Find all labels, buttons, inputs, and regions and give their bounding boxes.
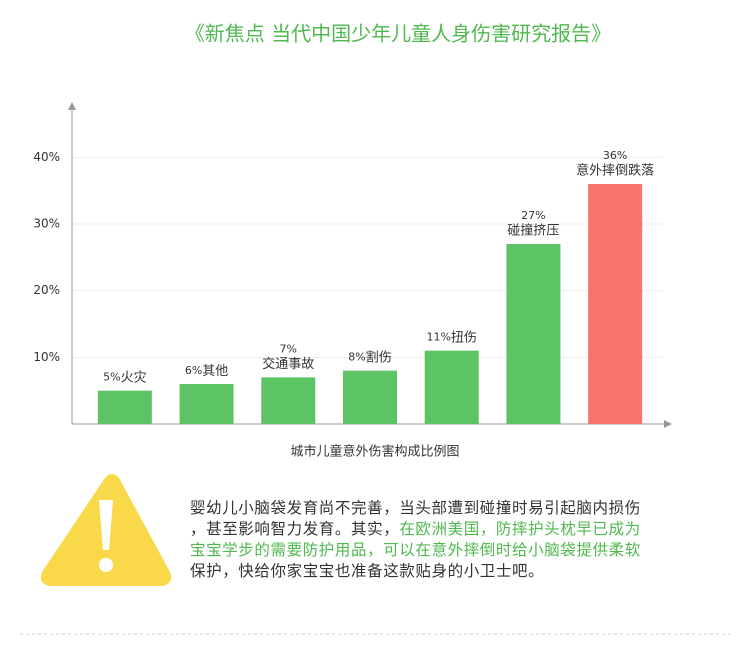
value-label: 7%: [280, 342, 297, 355]
y-tick-label: 20%: [33, 283, 60, 297]
bar-label: 5%火灾: [103, 369, 146, 385]
value-label: 6%: [185, 364, 202, 377]
bar: [97, 390, 152, 424]
category-label: 碰撞挤压: [507, 224, 559, 239]
y-tick-label: 30%: [33, 217, 60, 231]
category-label: 割伤: [366, 349, 392, 365]
value-label: 27%: [521, 209, 545, 222]
notice-text: 婴幼儿小脑袋发育尚不完善，当头部遭到碰撞时易引起脑内损伤: [190, 499, 641, 517]
category-label: 意外摔倒跌落: [576, 163, 654, 179]
value-label: 36%: [603, 149, 627, 162]
y-axis-arrow: [68, 102, 76, 110]
bar: [343, 370, 397, 424]
bar-label: 11%扭伤: [426, 330, 476, 345]
bar: [424, 350, 479, 424]
notice-text: 宝宝学步的需要防护用品，可以在意外摔倒时给小脑袋提供柔软: [190, 540, 641, 559]
bar: [179, 384, 234, 424]
category-label: 其他: [202, 364, 228, 379]
bar-label: 8%割伤: [348, 349, 391, 365]
notice-text: 保护，快给你家宝宝也准备这款贴身的小卫士吧。: [190, 562, 544, 580]
category-label: 交通事故: [262, 356, 314, 372]
value-label: 5%: [103, 371, 120, 384]
bar: [261, 377, 316, 424]
value-label: 11%: [426, 331, 450, 344]
notice-line: 宝宝学步的需要防护用品，可以在意外摔倒时给小脑袋提供柔软: [190, 540, 641, 559]
x-axis-arrow: [664, 420, 672, 428]
warning-icon: [41, 474, 171, 586]
notice-line: 婴幼儿小脑袋发育尚不完善，当头部遭到碰撞时易引起脑内损伤: [190, 499, 641, 517]
bar: [506, 244, 561, 424]
notice-line: 保护，快给你家宝宝也准备这款贴身的小卫士吧。: [190, 562, 544, 580]
notice-text: 在欧洲美国，防摔护头枕早已成为: [399, 520, 641, 538]
category-label: 火灾: [121, 369, 147, 385]
notice-line: ，甚至影响智力发育。其实，在欧洲美国，防摔护头枕早已成为: [190, 520, 641, 538]
bar-label: 6%其他: [185, 364, 228, 379]
y-tick-label: 40%: [33, 150, 60, 164]
category-label: 扭伤: [451, 330, 477, 345]
bar: [588, 184, 643, 424]
value-label: 8%: [348, 351, 365, 364]
y-tick-label: 10%: [33, 350, 60, 364]
notice-text: ，甚至影响智力发育。其实，: [190, 520, 399, 538]
page-title: 《新焦点 当代中国少年儿童人身伤害研究报告》: [185, 22, 611, 46]
x-axis-label: 城市儿童意外伤害构成比例图: [290, 444, 459, 460]
notice: 婴幼儿小脑袋发育尚不完善，当头部遭到碰撞时易引起脑内损伤 ，甚至影响智力发育。其实…: [190, 499, 641, 580]
